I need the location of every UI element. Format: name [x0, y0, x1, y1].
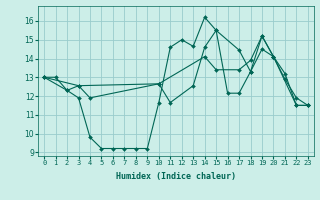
X-axis label: Humidex (Indice chaleur): Humidex (Indice chaleur)	[116, 172, 236, 181]
